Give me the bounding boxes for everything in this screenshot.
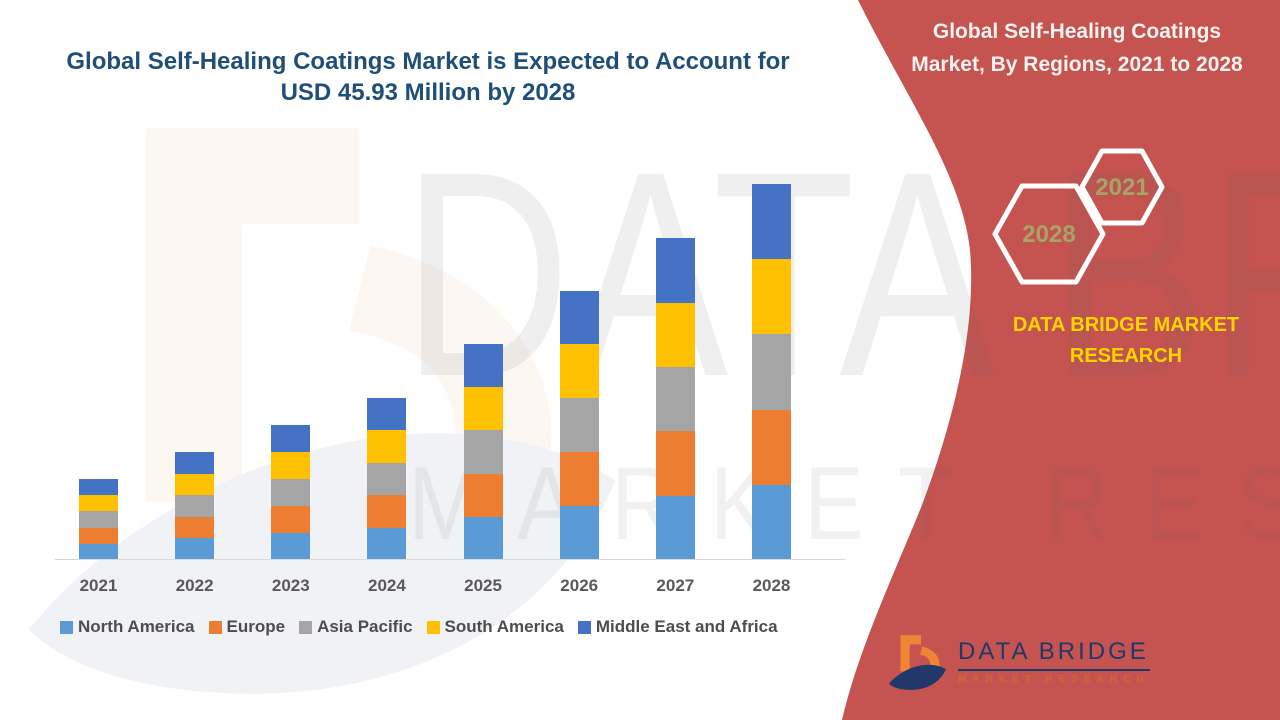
bar-segment-asia-pacific bbox=[271, 479, 311, 506]
brand-text-line1: DATA BRIDGE MARKET bbox=[1012, 314, 1240, 336]
legend-label-middle-east-and-africa: Middle East and Africa bbox=[595, 617, 778, 636]
page-title-line2: USD 45.93 Million by 2028 bbox=[280, 79, 576, 106]
bar-segment-south-america bbox=[463, 387, 503, 431]
bar-2021 bbox=[79, 479, 118, 560]
bar-segment-middle-east-and-africa bbox=[79, 479, 118, 496]
legend-label-north-america: North America bbox=[78, 617, 195, 636]
x-axis-label-2022: 2022 bbox=[175, 576, 214, 595]
x-axis-label-2026: 2026 bbox=[560, 576, 599, 595]
bar-segment-asia-pacific bbox=[751, 334, 791, 410]
side-panel-title: Global Self-Healing Coatings Market, By … bbox=[882, 16, 1272, 81]
brand-text-line2: RESEARCH bbox=[1069, 345, 1183, 367]
bar-segment-north-america bbox=[271, 533, 311, 560]
legend-swatch-asia-pacific bbox=[299, 620, 313, 634]
bar-segment-middle-east-and-africa bbox=[271, 425, 311, 452]
side-panel-title-line2: Market, By Regions, 2021 to 2028 bbox=[911, 52, 1243, 76]
x-axis-label-2028: 2028 bbox=[752, 576, 791, 595]
bar-segment-north-america bbox=[175, 538, 215, 560]
bar-segment-north-america bbox=[559, 506, 599, 560]
bar-segment-north-america bbox=[79, 543, 118, 560]
brand-text: DATA BRIDGE MARKET RESEARCH bbox=[950, 310, 1280, 372]
x-axis-label-2024: 2024 bbox=[368, 576, 406, 595]
bar-segment-asia-pacific bbox=[367, 462, 407, 496]
bar-segment-south-america bbox=[79, 495, 118, 512]
legend-label-europe: Europe bbox=[226, 617, 286, 636]
x-axis-line bbox=[55, 559, 845, 560]
bar-segment-europe bbox=[463, 473, 503, 517]
footer-logo-subtitle: MARKET RESEARCH bbox=[958, 674, 1150, 685]
legend-item-south-america: South America bbox=[426, 617, 564, 637]
hexagon-2021-shape bbox=[1079, 148, 1165, 226]
bar-segment-middle-east-and-africa bbox=[559, 290, 599, 345]
side-panel-title-line1: Global Self-Healing Coatings bbox=[932, 20, 1222, 43]
bar-segment-europe bbox=[655, 431, 695, 496]
bar-segment-europe bbox=[367, 495, 407, 528]
bar-segment-middle-east-and-africa bbox=[655, 238, 695, 303]
bar-segment-south-america bbox=[271, 452, 311, 479]
page-title: Global Self-Healing Coatings Market is E… bbox=[62, 46, 794, 108]
legend-swatch-north-america bbox=[60, 620, 73, 634]
data-bridge-logo-icon bbox=[889, 635, 946, 690]
bar-2025 bbox=[463, 344, 503, 560]
legend-label-south-america: South America bbox=[444, 617, 564, 636]
bar-2028 bbox=[751, 184, 791, 560]
bar-segment-south-america bbox=[367, 430, 407, 463]
page-title-line1: Global Self-Healing Coatings Market is E… bbox=[66, 48, 790, 75]
chart-legend: North America Europe Asia Pacific South Ame… bbox=[60, 617, 778, 637]
bar-segment-middle-east-and-africa bbox=[751, 184, 791, 260]
bar-segment-south-america bbox=[175, 473, 215, 496]
bar-segment-south-america bbox=[655, 302, 695, 368]
bar-segment-north-america bbox=[751, 484, 791, 560]
legend-item-asia-pacific: Asia Pacific bbox=[299, 617, 413, 637]
bar-2024 bbox=[367, 398, 407, 560]
x-axis-label-2023: 2023 bbox=[271, 576, 310, 595]
bar-segment-middle-east-and-africa bbox=[367, 398, 407, 431]
bar-segment-middle-east-and-africa bbox=[175, 452, 215, 474]
legend-swatch-south-america bbox=[426, 620, 440, 634]
legend-item-north-america: North America bbox=[60, 617, 195, 637]
bar-segment-south-america bbox=[559, 344, 599, 399]
hexagon-2028-label: 2028 bbox=[1022, 221, 1075, 248]
footer-logo-text: DATA BRIDGE MARKET RESEARCH bbox=[958, 630, 1150, 685]
legend-swatch-europe bbox=[208, 620, 222, 634]
x-axis-label-2027: 2027 bbox=[656, 576, 695, 595]
bar-2027 bbox=[655, 238, 695, 560]
legend-swatch-middle-east-and-africa bbox=[577, 620, 591, 634]
bar-segment-europe bbox=[271, 506, 311, 533]
x-axis-label-2021: 2021 bbox=[79, 576, 118, 595]
legend-item-europe: Europe bbox=[208, 617, 286, 637]
bar-segment-europe bbox=[751, 409, 791, 485]
bar-segment-europe bbox=[559, 452, 599, 507]
bar-segment-europe bbox=[175, 516, 215, 539]
bar-2022 bbox=[175, 452, 215, 560]
hexagon-2028-shape bbox=[992, 183, 1106, 285]
bar-segment-asia-pacific bbox=[463, 430, 503, 474]
bar-segment-north-america bbox=[463, 516, 503, 560]
legend-label-asia-pacific: Asia Pacific bbox=[317, 617, 413, 636]
bar-segment-europe bbox=[79, 527, 118, 544]
bar-2023 bbox=[271, 425, 311, 560]
year-hexagons: 2021 2028 bbox=[992, 148, 1165, 285]
stacked-bar-chart bbox=[79, 160, 791, 560]
x-axis-label-2025: 2025 bbox=[464, 576, 502, 595]
bar-2026 bbox=[559, 290, 599, 560]
legend-item-middle-east-and-africa: Middle East and Africa bbox=[577, 617, 778, 637]
footer-logo: DATA BRIDGE MARKET RESEARCH bbox=[888, 630, 1150, 692]
bar-segment-asia-pacific bbox=[655, 367, 695, 432]
bar-segment-asia-pacific bbox=[175, 495, 215, 517]
x-axis-labels: 2021 2022 2023 2024 2025 2026 2027 2028 bbox=[79, 576, 791, 596]
bar-segment-asia-pacific bbox=[79, 511, 118, 528]
bar-segment-north-america bbox=[655, 495, 695, 560]
bar-segment-south-america bbox=[751, 259, 791, 335]
hexagon-2021-label: 2021 bbox=[1095, 174, 1148, 201]
bar-segment-middle-east-and-africa bbox=[463, 344, 503, 388]
bar-segment-asia-pacific bbox=[559, 398, 599, 453]
bar-segment-north-america bbox=[367, 527, 407, 560]
footer-logo-name: DATA BRIDGE bbox=[958, 638, 1150, 671]
